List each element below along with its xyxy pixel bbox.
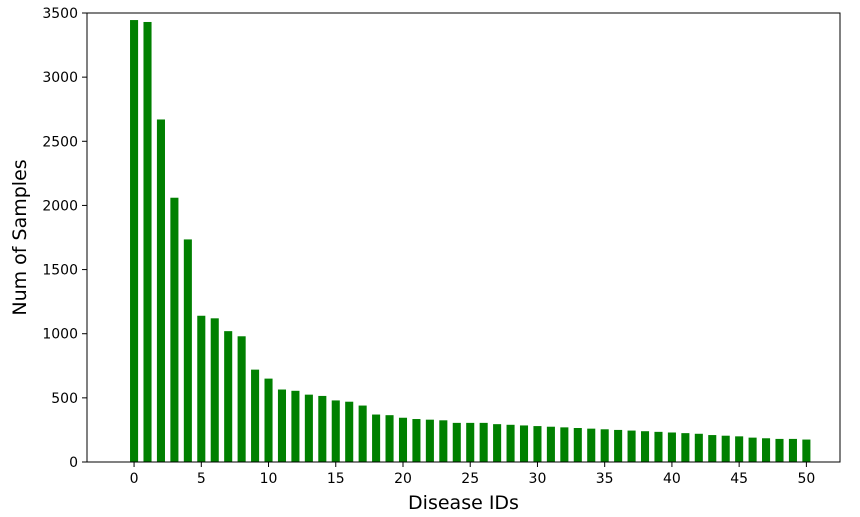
y-tick-label: 500 — [51, 391, 78, 407]
bar-3 — [170, 197, 179, 462]
bar-2 — [156, 119, 165, 462]
bar-22 — [425, 419, 434, 462]
bar-46 — [748, 437, 757, 462]
x-tick-label: 25 — [461, 471, 479, 487]
bar-0 — [130, 20, 139, 462]
bar-28 — [506, 424, 515, 462]
x-tick-label: 10 — [260, 471, 278, 487]
bar-15 — [331, 400, 340, 462]
x-tick-label: 50 — [797, 471, 815, 487]
y-tick-label: 1500 — [42, 263, 78, 279]
bar-12 — [291, 390, 300, 462]
x-tick-label: 15 — [327, 471, 345, 487]
y-tick-label: 0 — [69, 455, 78, 471]
y-tick-label: 2500 — [42, 134, 78, 150]
bar-31 — [546, 426, 555, 462]
bar-44 — [721, 435, 730, 462]
bar-25 — [466, 422, 475, 462]
bar-36 — [614, 429, 623, 462]
bars-group — [130, 20, 811, 462]
bar-49 — [788, 438, 797, 462]
x-tick-label: 30 — [529, 471, 547, 487]
y-tick-label: 3500 — [42, 6, 78, 22]
bar-19 — [385, 415, 394, 462]
bar-11 — [277, 389, 287, 462]
bar-29 — [519, 425, 529, 462]
bar-5 — [197, 315, 206, 462]
bar-7 — [224, 331, 233, 462]
x-tick-label: 35 — [596, 471, 614, 487]
bar-41 — [681, 433, 690, 462]
x-tick-label: 20 — [394, 471, 412, 487]
y-tick-label: 3000 — [42, 70, 78, 86]
bar-34 — [587, 428, 596, 462]
bar-43 — [708, 435, 717, 462]
bar-37 — [627, 430, 636, 462]
bar-47 — [762, 438, 771, 462]
bar-4 — [183, 239, 192, 462]
bar-21 — [412, 419, 421, 462]
bar-30 — [533, 426, 542, 462]
x-tick-label: 5 — [197, 471, 206, 487]
bar-13 — [304, 394, 313, 462]
bar-10 — [264, 378, 273, 462]
bar-20 — [398, 417, 408, 462]
y-tick-label: 2000 — [42, 198, 78, 214]
bar-8 — [237, 336, 246, 462]
bar-48 — [775, 438, 784, 462]
bar-40 — [667, 432, 676, 462]
y-axis-label: Num of Samples — [9, 159, 31, 315]
bar-1 — [143, 21, 152, 462]
bar-18 — [372, 414, 381, 462]
bar-45 — [735, 436, 744, 462]
bar-17 — [358, 405, 367, 462]
bar-26 — [479, 422, 488, 462]
x-tick-label: 45 — [730, 471, 748, 487]
bar-39 — [654, 431, 663, 462]
x-axis-label: Disease IDs — [408, 492, 519, 514]
bar-35 — [600, 429, 609, 462]
y-axis: 0 500 1000 1500 2000 2500 3000 3500 — [42, 6, 87, 471]
bar-6 — [210, 318, 219, 462]
bar-9 — [251, 369, 260, 462]
bar-38 — [640, 431, 650, 462]
plot-frame — [86, 12, 841, 463]
bar-50 — [802, 439, 811, 462]
bar-14 — [318, 395, 327, 462]
y-tick-label: 1000 — [42, 327, 78, 343]
bar-42 — [694, 433, 703, 462]
bar-33 — [573, 428, 582, 462]
bar-16 — [345, 401, 354, 462]
x-tick-label: 40 — [663, 471, 681, 487]
x-axis: 0 5 10 15 20 25 30 35 40 45 50 — [130, 462, 815, 487]
bar-27 — [493, 424, 502, 462]
x-tick-label: 0 — [130, 471, 139, 487]
bar-32 — [560, 427, 569, 462]
bar-23 — [439, 420, 448, 462]
bar-24 — [452, 422, 461, 462]
